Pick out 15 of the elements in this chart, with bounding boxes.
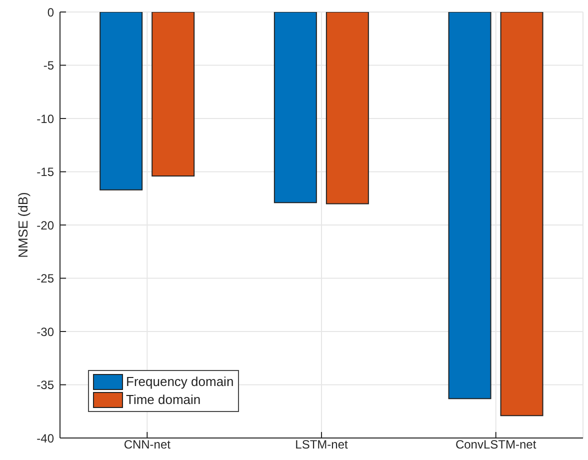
y-tick-label: -40 [36,431,54,446]
y-tick-label: -25 [36,272,54,286]
y-tick-label: -20 [36,218,54,232]
y-tick-label: 0 [47,5,54,20]
y-tick-label: -35 [36,378,54,392]
y-tick-label: -15 [36,165,54,180]
legend-label: Frequency domain [125,373,234,391]
y-tick-label: -5 [43,58,54,73]
x-tick-label: CNN-net [124,438,172,452]
x-tick-label: LSTM-net [295,438,349,452]
legend-label: Time domain [125,391,202,409]
y-axis-title: NMSE (dB) [15,192,30,258]
x-tick-label: ConvLSTM-net [455,438,537,452]
y-tick-label: -30 [36,324,54,339]
y-tick-label: -10 [36,112,54,126]
